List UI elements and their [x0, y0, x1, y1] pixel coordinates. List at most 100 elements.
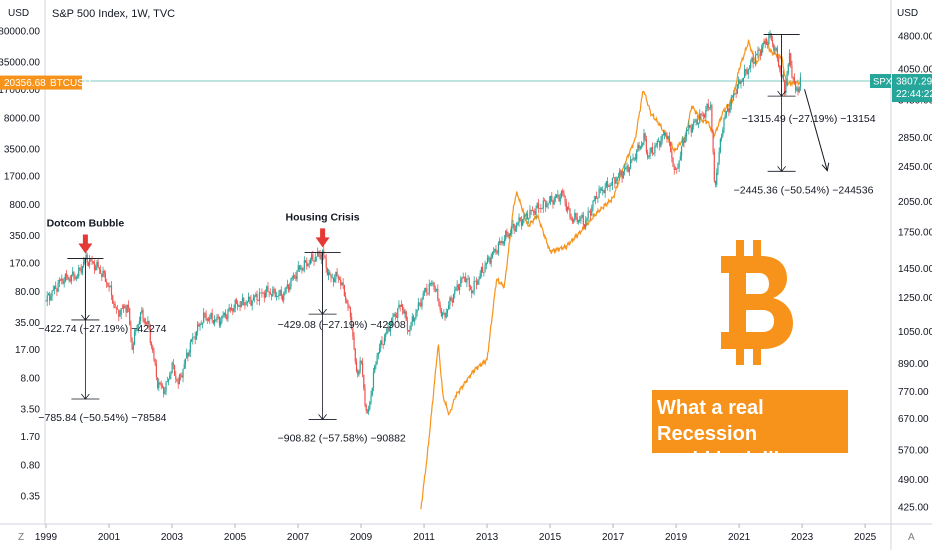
spx-candle-body [311, 254, 313, 260]
spx-candle-body [213, 319, 216, 324]
spx-candle-body [289, 286, 291, 291]
spx-candle-body [444, 312, 446, 318]
spx-candle-body [655, 144, 657, 147]
spx-candle-body [240, 301, 242, 308]
spx-candle-body [82, 261, 85, 266]
left-tick-label: 17.00 [15, 345, 40, 356]
spx-candle-body [121, 308, 124, 309]
spx-candle-body [434, 289, 436, 291]
spx-candle-body [394, 314, 396, 316]
spx-candle-body [762, 43, 764, 49]
spx-candle-body [794, 82, 797, 91]
spx-candle-body [579, 219, 581, 221]
time-tick-label: 2001 [98, 532, 121, 543]
spx-candle-body [207, 319, 210, 321]
spx-candle-body [171, 362, 173, 374]
spx-candle-body [237, 303, 239, 307]
spx-candle-body [70, 274, 73, 282]
left-axis-currency: USD [8, 8, 29, 19]
spx-candle-body [725, 110, 728, 115]
spx-candle-body [674, 168, 677, 170]
spx-candle-body [152, 346, 154, 352]
spx-candle-body [438, 298, 440, 306]
auto-scale-button[interactable]: A [908, 532, 915, 543]
right-tick-label: 1250.00 [898, 293, 932, 304]
right-tick-label: 1450.00 [898, 264, 932, 275]
spx-candle-body [61, 278, 63, 281]
spx-candle-body [239, 305, 241, 308]
spx-candle-body [269, 292, 271, 295]
spx-candle-body [425, 288, 427, 292]
spx-candle-body [769, 33, 771, 35]
spx-candle-body [685, 131, 688, 137]
spx-candle-body [454, 290, 456, 295]
time-tick-label: 2023 [791, 532, 814, 543]
spx-candle-body [266, 286, 268, 293]
spx-candle-body [89, 259, 91, 266]
spx-candle-body [468, 278, 470, 287]
measure-label: −785.84 (−50.54%) −78584 [38, 412, 166, 424]
spx-candle-body [346, 299, 348, 303]
spx-candle-body [696, 119, 698, 125]
measure-label: −908.82 (−57.58%) −90882 [278, 432, 406, 444]
spx-candle-body [155, 364, 157, 378]
spx-candle-body [146, 321, 148, 324]
spx-candle-body [226, 315, 228, 319]
spx-candle-body [662, 134, 664, 136]
spx-candle-body [483, 271, 485, 273]
spx-candle-body [292, 275, 295, 279]
spx-candle-body [634, 157, 637, 160]
spx-candle-body [331, 277, 333, 279]
spx-candle-body [116, 309, 119, 310]
spx-candle-body [363, 374, 365, 389]
spx-candle-body [494, 248, 496, 252]
spx-candle-body [392, 316, 394, 318]
spx-candle-body [408, 330, 410, 332]
spx-candle-body [338, 278, 341, 280]
spx-candle-body [739, 80, 741, 85]
spx-candle-body [474, 280, 476, 282]
spx-candle-body [284, 291, 286, 294]
spx-candle-body [112, 295, 114, 304]
spx-candle-body [519, 217, 521, 221]
spx-candle-body [325, 258, 327, 269]
spx-candle-body [535, 208, 537, 215]
spx-candle-body [74, 278, 76, 280]
spx-candle-body [650, 147, 652, 152]
spx-candle-body [417, 302, 419, 310]
spx-candle-body [496, 251, 498, 253]
spx-candle-body [728, 108, 730, 113]
spx-candle-body [604, 187, 606, 194]
event-arrow-head-icon [315, 237, 330, 248]
spx-candle-body [313, 260, 315, 262]
spx-candle-body [258, 292, 261, 301]
timezone-button[interactable]: Z [18, 532, 24, 543]
spx-candle-body [551, 195, 553, 202]
spx-candle-body [298, 265, 301, 269]
spx-candle-body [135, 329, 137, 332]
spx-candle-body [701, 114, 703, 116]
spx-candle-body [306, 261, 308, 266]
spx-candle-body [301, 267, 303, 271]
spx-candle-body [51, 290, 53, 297]
right-tick-label: 4800.00 [898, 32, 932, 43]
right-tick-label: 490.00 [898, 475, 929, 486]
spx-candle-body [450, 297, 452, 301]
spx-candle-body [661, 134, 663, 141]
spx-candle-body [511, 226, 513, 234]
spx-candle-body [540, 208, 542, 210]
spx-candle-body [676, 168, 678, 170]
spx-candle-body [588, 211, 590, 213]
spx-candle-body [358, 371, 360, 375]
spx-candle-body [399, 304, 401, 307]
spx-candle-body [637, 144, 639, 151]
spx-candle-body [638, 144, 640, 149]
time-tick-label: 1999 [35, 532, 58, 543]
spx-candle-body [443, 312, 445, 314]
left-tick-label: 35000.00 [0, 58, 40, 69]
spx-candle-body [198, 324, 200, 327]
spx-candle-body [209, 317, 211, 321]
spx-candle-body [359, 360, 361, 372]
spx-candle-body [589, 211, 592, 216]
right-tick-label: 770.00 [898, 387, 929, 398]
